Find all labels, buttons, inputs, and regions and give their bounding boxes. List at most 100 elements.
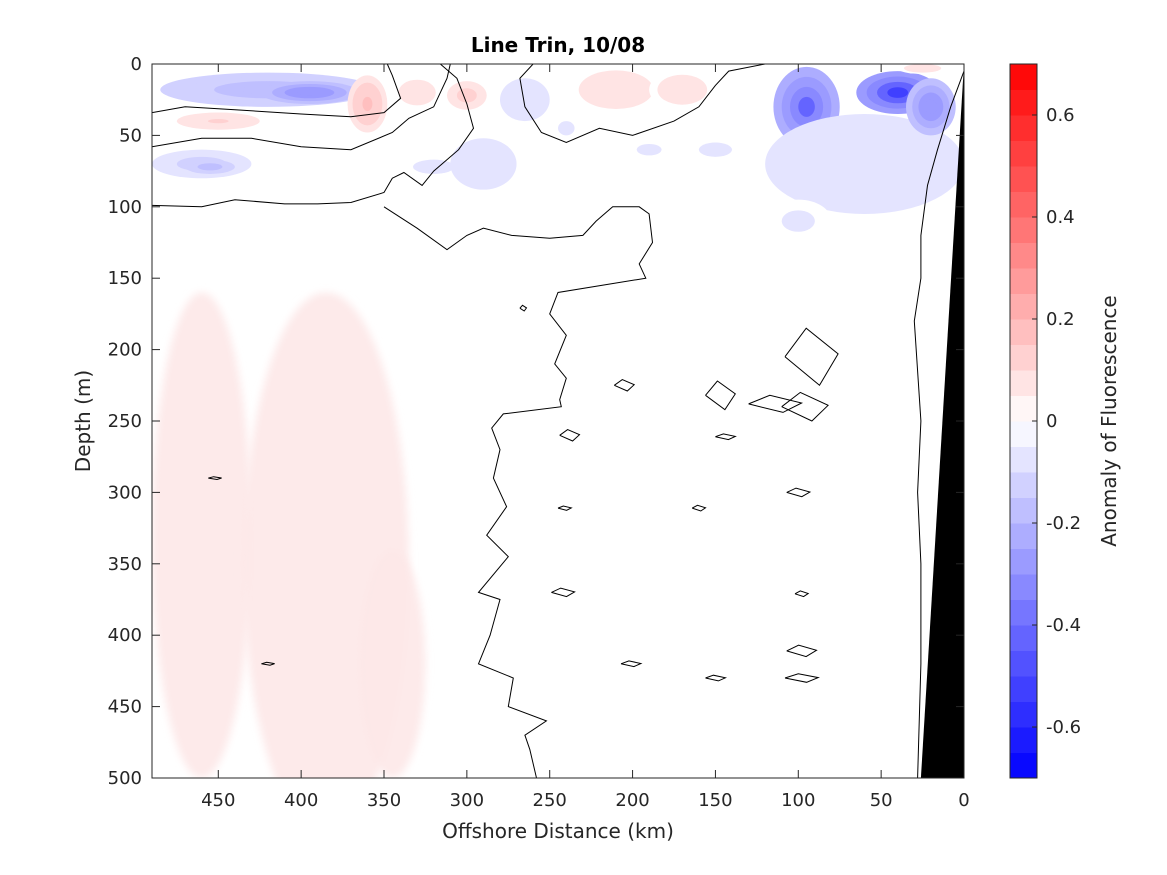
x-tick-label-250: 250 [533,790,567,811]
anomaly-patch-19 [906,78,956,136]
colorbar-segment-24 [1010,140,1037,167]
x-tick-label-100: 100 [781,790,815,811]
zero-contour-layer [152,64,964,778]
colorbar-tick-label-5: -0.4 [1046,615,1081,636]
zero-contour-1 [152,64,451,151]
anomaly-patch-8-level-3 [562,124,571,132]
y-tick-label-250: 250 [108,411,142,432]
anomaly-patch-3 [176,112,260,130]
small-contour-3 [781,391,829,422]
colorbar-segment-22 [1010,191,1037,218]
anomaly-patch-11-level-3 [410,88,424,97]
small-contour-1 [748,394,804,413]
zero-contour-2 [152,64,475,208]
y-tick-label-150: 150 [108,268,142,289]
anomaly-patch-5 [185,159,235,174]
small-contour-7 [557,505,573,511]
colorbar-segment-6 [1010,599,1037,626]
colorbar-segment-26 [1010,89,1037,116]
x-tick-label-350: 350 [367,790,401,811]
y-axis-ticks: 0 50 100 150 200 250 300 350 400 450 500 [108,54,964,789]
weak-anomaly-layer [152,292,426,778]
colorbar-tick-label-4: -0.2 [1046,513,1081,534]
anomaly-patch-2-level-3 [362,96,373,112]
small-contour-0 [559,429,581,442]
colorbar-tick-label-2: 0.2 [1046,309,1075,330]
anomaly-patch-15 [624,138,675,162]
x-tick-label-50: 50 [870,790,893,811]
colorbar-segment-13 [1010,421,1037,447]
anomaly-patch-17-level-3 [839,151,890,177]
anomaly-patch-9 [566,64,666,116]
zero-contour-3 [519,64,766,144]
x-tick-label-300: 300 [450,790,484,811]
colorbar-tick-label-0: 0.6 [1046,105,1075,126]
zero-contour-4 [383,206,654,778]
colorbar-tick-label-6: -0.6 [1046,717,1081,738]
anomaly-patch-15-level-3 [642,146,656,153]
zero-contour-5 [913,70,964,778]
colorbar-segment-9 [1010,523,1037,549]
small-contour-13 [784,673,820,683]
anomaly-patch-21-level-3 [916,66,929,70]
small-contour-17 [261,661,275,666]
y-tick-label-100: 100 [108,197,142,218]
anomaly-patch-1-level-3 [297,89,322,96]
colorbar-segment-18 [1010,293,1037,320]
colorbar-segment-7 [1010,574,1037,600]
small-contour-12 [786,644,818,658]
small-contour-11 [794,590,810,598]
anomaly-patch-18-level-3 [887,87,909,98]
colorbar-segment-21 [1010,217,1037,243]
colorbar-segment-1 [1010,727,1037,753]
x-tick-label-450: 450 [201,790,235,811]
colorbar-tick-label-3: 0 [1046,411,1057,432]
colorbar-segment-10 [1010,497,1037,524]
y-tick-label-450: 450 [108,697,142,718]
y-tick-label-300: 300 [108,482,142,503]
small-contour-14 [620,660,643,668]
colorbar-segment-25 [1010,115,1037,141]
anomaly-patch-3-level-3 [207,118,229,124]
colorbar-segment-11 [1010,472,1037,498]
small-contour-15 [705,674,728,682]
x-axis-label: Offshore Distance (km) [442,819,674,843]
colorbar-segment-19 [1010,268,1037,294]
weak-anomaly-band-2 [359,549,426,778]
anomaly-patch-1 [259,81,360,104]
colorbar-segment-27 [1010,64,1037,90]
anomaly-patch-13-level-3 [475,157,492,171]
colorbar-segment-0 [1010,752,1037,779]
colorbar-segment-16 [1010,344,1037,371]
colorbar-segment-14 [1010,395,1037,422]
anomaly-patch-10 [649,69,716,110]
zero-contour-0 [152,64,402,118]
small-contour-10 [551,587,576,598]
anomaly-patch-14-level-3 [707,146,724,154]
anomaly-patch-layer [152,64,964,243]
colorbar-segment-12 [1010,446,1037,473]
small-contour-6 [614,379,636,392]
small-contour-16 [208,476,222,481]
anomaly-patch-6-level-3 [423,163,445,171]
colorbar: 0.6 0.4 0.2 0 -0.2 -0.4 -0.6 [1009,63,1081,779]
colorbar-label: Anomaly of Fluorescence [1097,295,1121,546]
anomaly-patch-10-level-3 [674,84,691,95]
small-contour-layer [208,304,839,683]
small-contour-18 [519,304,528,312]
small-contour-5 [715,433,737,441]
y-tick-label-350: 350 [108,554,142,575]
plot-content [152,64,964,778]
colorbar-segment-15 [1010,370,1037,396]
colorbar-segment-4 [1010,650,1037,677]
anomaly-patch-14 [682,135,749,164]
colorbar-segment-20 [1010,242,1037,269]
anomaly-patch-16-level-3 [798,96,815,117]
small-contour-9 [786,487,812,498]
colorbar-segment-2 [1010,701,1037,728]
y-tick-label-0: 0 [131,54,142,75]
bathymetry-mask [920,64,964,778]
y-tick-label-200: 200 [108,340,142,361]
weak-anomaly-band-0 [152,292,252,778]
